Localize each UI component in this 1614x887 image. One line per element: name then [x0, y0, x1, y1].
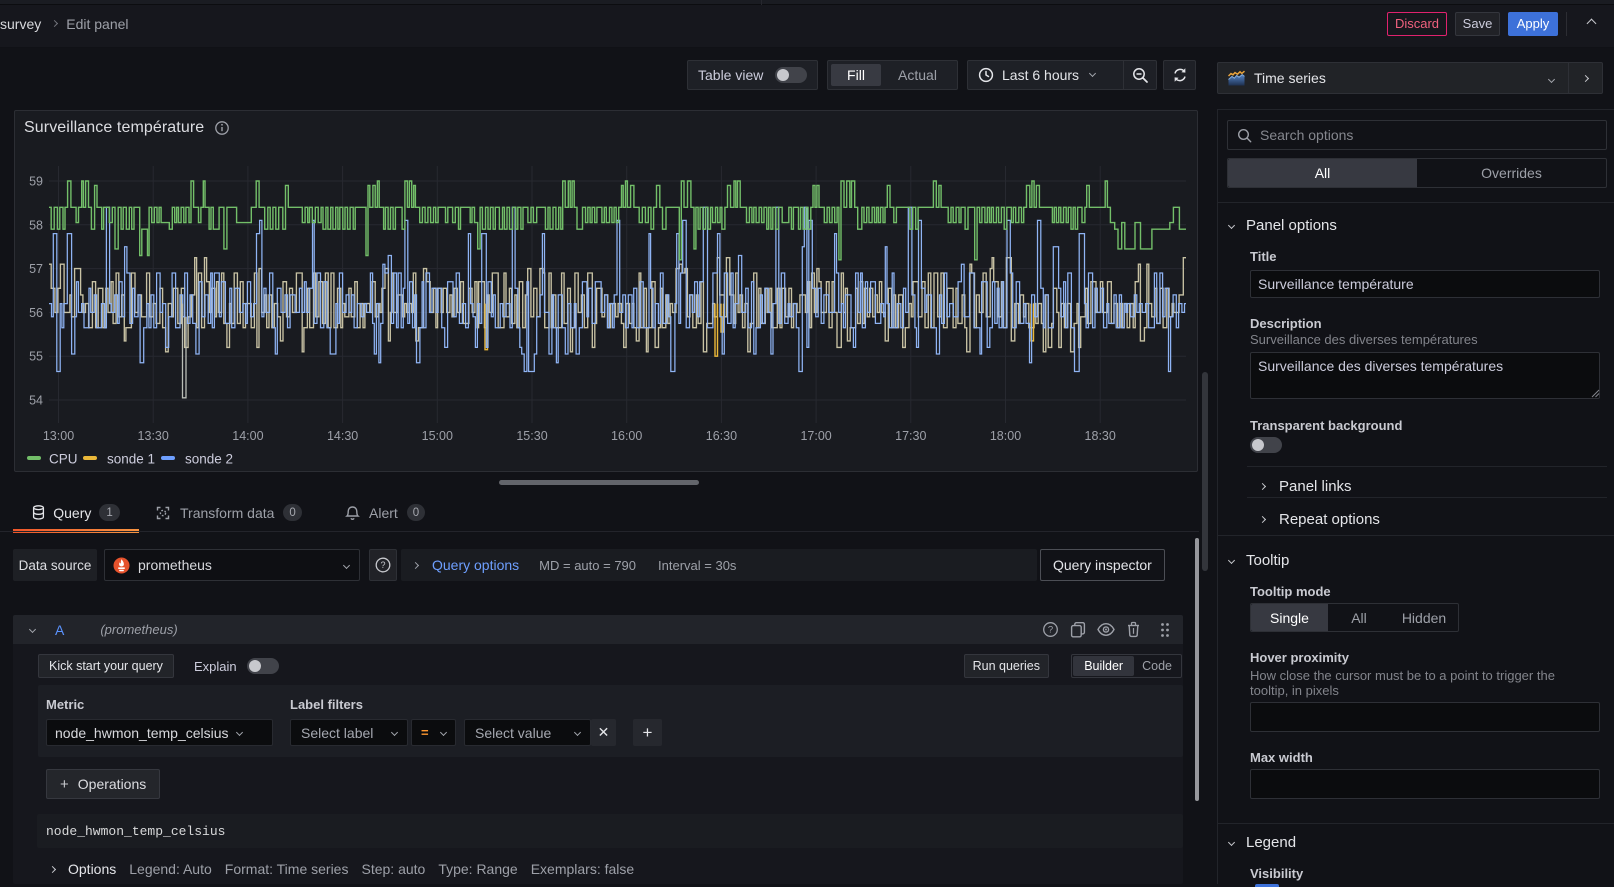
svg-text:16:00: 16:00: [611, 429, 642, 443]
svg-text:?: ?: [380, 560, 385, 570]
svg-text:56: 56: [29, 306, 43, 320]
svg-text:13:30: 13:30: [138, 429, 169, 443]
svg-text:sonde 2: sonde 2: [185, 452, 233, 467]
svg-text:55: 55: [29, 350, 43, 364]
svg-text:18:30: 18:30: [1085, 429, 1116, 443]
svg-text:13:00: 13:00: [43, 429, 74, 443]
svg-text:15:30: 15:30: [516, 429, 547, 443]
svg-text:sonde 1: sonde 1: [107, 452, 155, 467]
svg-text:15:00: 15:00: [422, 429, 453, 443]
svg-text:16:30: 16:30: [706, 429, 737, 443]
svg-text:54: 54: [29, 394, 43, 408]
svg-text:18:00: 18:00: [990, 429, 1021, 443]
svg-text:59: 59: [29, 175, 43, 189]
svg-text:57: 57: [29, 262, 43, 276]
svg-text:17:00: 17:00: [800, 429, 831, 443]
svg-text:CPU: CPU: [49, 452, 78, 467]
svg-text:58: 58: [29, 218, 43, 232]
svg-text:?: ?: [1048, 625, 1053, 636]
svg-text:17:30: 17:30: [895, 429, 926, 443]
svg-text:14:30: 14:30: [327, 429, 358, 443]
svg-text:14:00: 14:00: [232, 429, 263, 443]
